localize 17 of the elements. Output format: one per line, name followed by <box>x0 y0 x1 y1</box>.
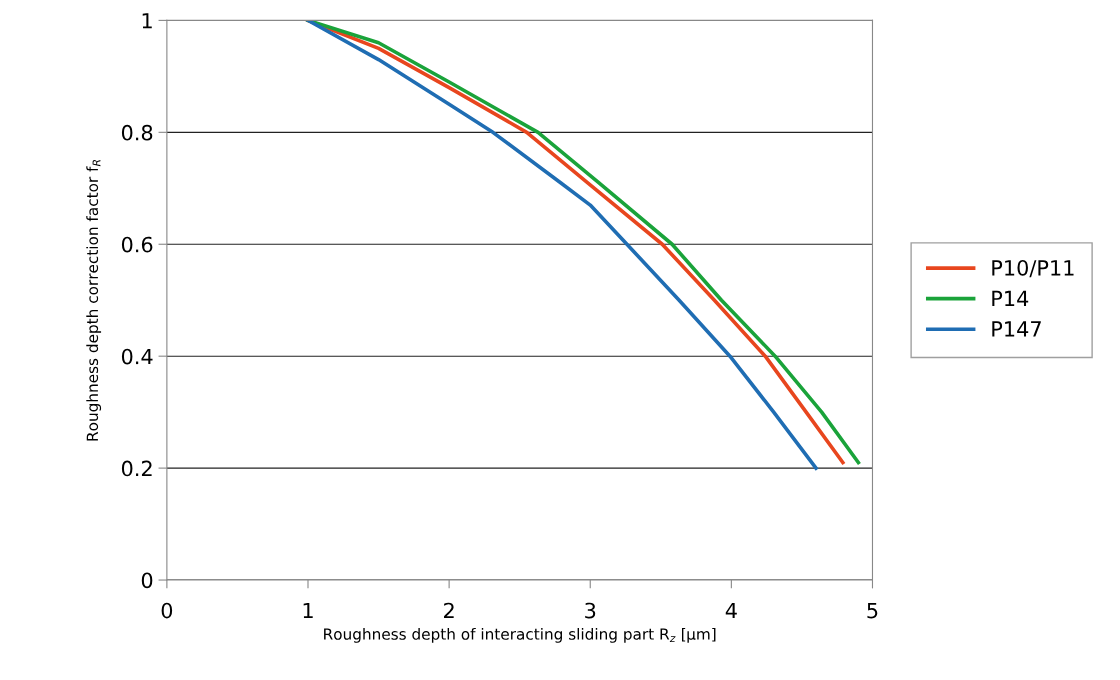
y-tick-label: 0 <box>141 572 153 589</box>
y-tick-label: 0.6 <box>121 236 153 253</box>
y-tick-label: 0.8 <box>121 124 153 141</box>
y-tick-label: 0.2 <box>121 460 152 477</box>
x-tick-label: 0 <box>161 602 173 619</box>
y-tick-label: 1 <box>142 13 152 29</box>
legend-label: P10/P11 <box>992 259 1074 278</box>
x-tick-label: 5 <box>867 602 878 619</box>
x-tick-label: 1 <box>303 602 313 619</box>
x-axis-title: Roughness depth of interacting sliding part R$_{z}$ [µm] <box>324 627 716 643</box>
x-tick-label: 4 <box>725 602 737 619</box>
y-tick-label: 0.4 <box>121 348 153 365</box>
legend-label: P14 <box>992 290 1029 306</box>
x-tick-label: 2 <box>444 602 454 619</box>
x-tick-label: 3 <box>585 602 596 619</box>
y-axis-title: Roughness depth correction factor f$_{R}$ <box>86 160 102 441</box>
legend-label: P147 <box>992 321 1041 337</box>
